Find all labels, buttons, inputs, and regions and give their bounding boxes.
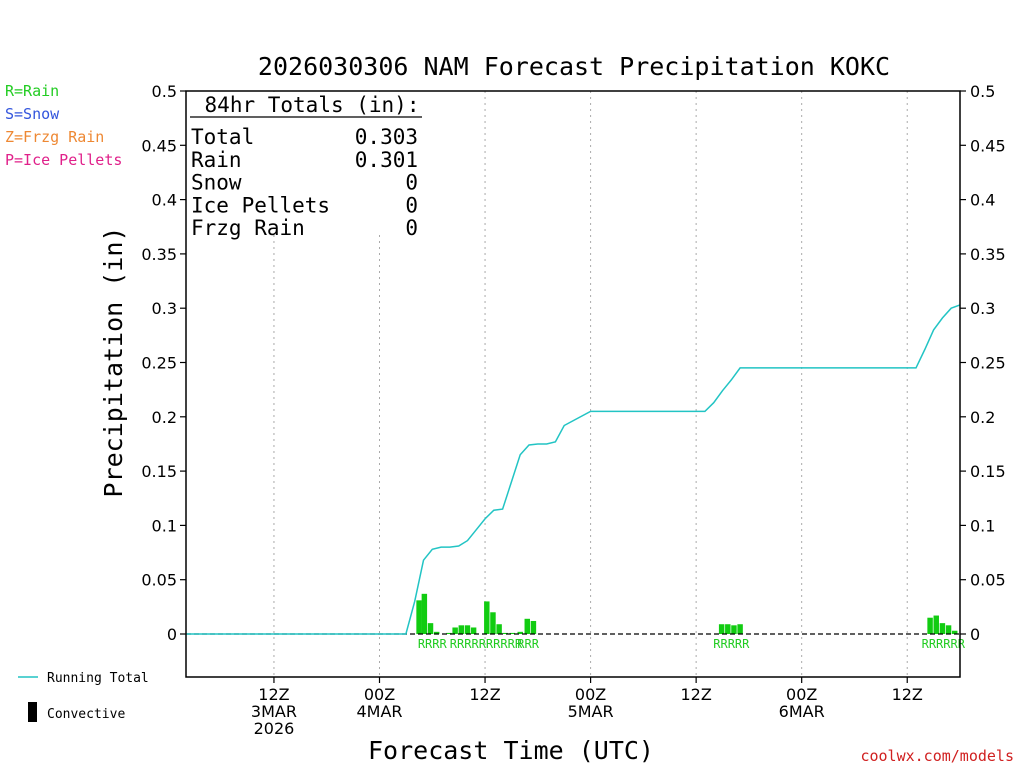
totals-row-value: 0	[405, 216, 418, 240]
x-tick-label: 12Z	[892, 685, 923, 704]
convective-swatch	[28, 702, 37, 722]
precip-bar	[446, 632, 452, 634]
totals-box: 84hr Totals (in): Total 0.303 Rain 0.301 Snow…	[187, 92, 425, 240]
x-tick-label: 12Z	[258, 685, 289, 704]
y-tick-label: 0.1	[152, 516, 177, 535]
y-tick-label: 0.25	[141, 354, 177, 373]
x-tick-label: 00Z	[786, 685, 817, 704]
precip-type-label: RRRRRR	[922, 637, 966, 651]
convective-label: Convective	[47, 707, 125, 722]
y-tick-label: 0	[167, 625, 177, 644]
precip-bar	[951, 630, 958, 634]
y-tick-label: 0.35	[970, 245, 1006, 264]
x-tick-label: 5MAR	[568, 702, 614, 721]
x-tick-label: 00Z	[364, 685, 395, 704]
y-tick-label: 0.4	[970, 191, 995, 210]
y-tick-label: 0.3	[152, 299, 177, 318]
running-total-label: Running Total	[47, 671, 149, 686]
running-total-line	[186, 304, 961, 635]
precip-bar	[433, 631, 440, 634]
y-axis-label: Precipitation (in)	[99, 227, 128, 498]
totals-row-value: 0	[405, 171, 418, 195]
y-tick-label: 0.45	[141, 136, 177, 155]
totals-row-value: 0.301	[355, 148, 418, 172]
y-axis-left: 0 0.05 0.1 0.15 0.2 0.25 0.3 0.35 0.4 0.45 0.5	[141, 82, 186, 644]
precip-bar	[416, 600, 422, 634]
y-tick-label: 0.05	[970, 571, 1006, 590]
precip-bar	[464, 625, 471, 634]
totals-row-value: 0.303	[355, 125, 418, 149]
x-tick-label: 00Z	[575, 685, 606, 704]
y-tick-label: 0.15	[970, 462, 1006, 481]
totals-row-label: Total	[191, 125, 254, 149]
y-tick-label: 0.5	[970, 82, 995, 101]
y-tick-label: 0.3	[970, 299, 995, 318]
precip-bar	[496, 624, 502, 634]
precip-type-label: RRRRR	[713, 637, 750, 651]
x-tick-label: 6MAR	[779, 702, 825, 721]
x-tick-label: 4MAR	[356, 702, 402, 721]
x-tick-label: 2026	[254, 719, 295, 738]
precip-bar	[427, 623, 434, 634]
chart-title: 2026030306 NAM Forecast Precipitation KO…	[258, 52, 890, 81]
precip-bar	[517, 631, 523, 634]
credit-text: coolwx.com/models	[860, 747, 1014, 765]
bottom-legend: Running Total Convective	[18, 671, 149, 722]
precip-bar	[490, 612, 496, 634]
plot-frame	[185, 90, 961, 678]
precip-bar	[524, 618, 530, 634]
legend-type-entry: S=Snow	[5, 105, 60, 123]
precip-type-label: RRRRRRRRRR	[450, 637, 523, 651]
precip-type-label: RRR	[517, 637, 539, 651]
y-tick-label: 0.2	[970, 408, 995, 427]
precip-type-label: RRRR	[418, 637, 448, 651]
precip-bar	[718, 624, 725, 634]
y-tick-label: 0.45	[970, 136, 1006, 155]
y-tick-label: 0	[970, 625, 980, 644]
x-axis-label: Forecast Time (UTC)	[368, 736, 654, 765]
y-axis-right: 0 0.05 0.1 0.15 0.2 0.25 0.3 0.35 0.4 0.45 0.5	[960, 82, 1006, 644]
totals-row-value: 0	[405, 193, 418, 217]
precip-bar	[458, 625, 465, 634]
totals-box-bg	[187, 92, 425, 235]
precip-type-legend: R=Rain S=Snow Z=Frzg Rain P=Ice Pellets	[5, 82, 122, 169]
x-tick-label: 3MAR	[251, 702, 297, 721]
y-tick-label: 0.5	[152, 82, 177, 101]
y-tick-label: 0.1	[970, 516, 995, 535]
precip-bar	[470, 627, 477, 634]
y-tick-label: 0.35	[141, 245, 177, 264]
x-tick-label: 12Z	[469, 685, 500, 704]
x-tick-label: 12Z	[680, 685, 711, 704]
y-tick-label: 0.05	[141, 571, 177, 590]
legend-type-entry: P=Ice Pellets	[5, 151, 122, 169]
y-tick-label: 0.15	[141, 462, 177, 481]
totals-header: 84hr Totals (in):	[205, 93, 420, 117]
y-tick-label: 0.4	[152, 191, 177, 210]
precip-bar	[927, 617, 933, 634]
precip-bar	[421, 593, 428, 634]
precip-bar	[939, 623, 946, 634]
totals-row-label: Frzg Rain	[191, 216, 305, 240]
precip-bar	[945, 625, 952, 634]
precip-bar	[933, 615, 939, 634]
totals-row-label: Rain	[191, 148, 242, 172]
precip-bar	[737, 624, 743, 634]
precip-bar	[452, 627, 458, 634]
totals-row-label: Snow	[191, 171, 242, 195]
legend-type-entry: R=Rain	[5, 82, 59, 100]
y-tick-label: 0.25	[970, 354, 1006, 373]
precip-bar	[725, 624, 731, 634]
precip-bar	[530, 620, 537, 634]
precip-bar	[484, 601, 490, 634]
precip-bar	[509, 632, 516, 634]
precip-bar	[731, 625, 737, 634]
legend-type-entry: Z=Frzg Rain	[5, 128, 104, 146]
totals-row-label: Ice Pellets	[191, 193, 330, 217]
y-tick-label: 0.2	[152, 408, 177, 427]
precip-bar	[502, 632, 509, 634]
precip-bars	[416, 593, 958, 634]
